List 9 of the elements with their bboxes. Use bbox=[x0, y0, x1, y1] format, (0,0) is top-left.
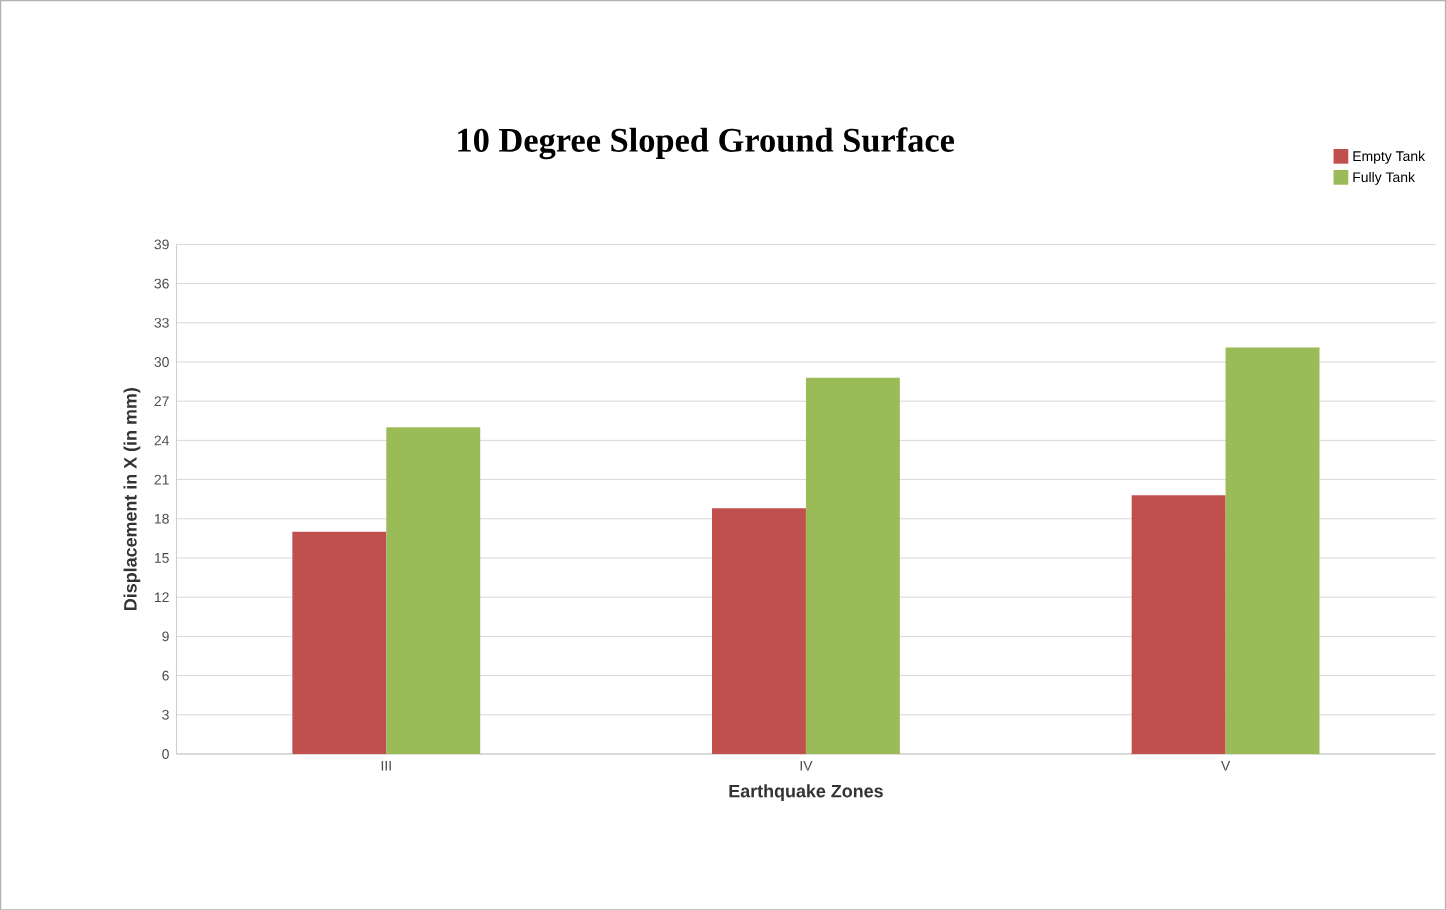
y-axis-title: Displacement in X (in mm) bbox=[123, 387, 141, 610]
bar bbox=[712, 508, 806, 754]
bar bbox=[386, 427, 481, 754]
x-axis-title: Earthquake Zones bbox=[729, 784, 883, 801]
bar bbox=[805, 377, 900, 754]
bar bbox=[1225, 347, 1320, 754]
bar bbox=[292, 531, 387, 754]
chart-title: 10 Degree Sloped Ground Surface bbox=[458, 127, 955, 159]
bar bbox=[1131, 495, 1226, 754]
